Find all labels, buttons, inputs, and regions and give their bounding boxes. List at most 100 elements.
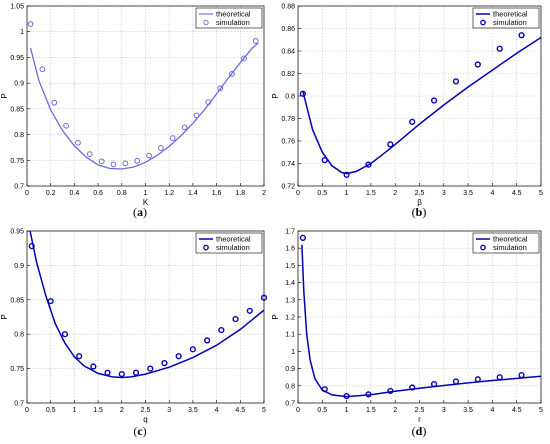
data-point-simulation bbox=[387, 141, 394, 148]
data-point-simulation bbox=[204, 337, 211, 344]
x-axis-label: q bbox=[143, 415, 147, 424]
x-tick-label: 1.8 bbox=[235, 190, 245, 197]
x-tick-label: 1.5 bbox=[366, 190, 376, 197]
data-point-simulation bbox=[146, 152, 152, 159]
data-point-simulation bbox=[246, 307, 253, 314]
chart-panel-3: 0 0.5 1 1.5 2 2.5 3 3.5 4 4.5 5 0.7 0.75 0.8 0.85 0.9 0.… bbox=[0, 229, 268, 438]
data-point-simulation bbox=[161, 359, 168, 367]
x-tick-label: 1.5 bbox=[93, 407, 103, 414]
data-point-simulation bbox=[430, 380, 438, 388]
data-point-simulation bbox=[134, 157, 141, 164]
data-point-simulation bbox=[252, 38, 259, 44]
x-tick-label: 0.8 bbox=[117, 190, 127, 197]
legend-marker-swatch bbox=[203, 244, 209, 251]
x-tick-label: 3.5 bbox=[463, 190, 473, 197]
axes-frame bbox=[297, 230, 542, 404]
x-tick-label: 4 bbox=[490, 407, 494, 414]
data-point-simulation bbox=[365, 161, 372, 168]
data-point-simulation bbox=[365, 391, 372, 398]
data-point-simulation bbox=[474, 376, 481, 383]
x-tick-label: 1.5 bbox=[366, 407, 376, 414]
x-tick-label: 0.5 bbox=[317, 407, 327, 414]
data-point-simulation bbox=[205, 99, 212, 106]
x-tick-label: 2 bbox=[393, 407, 397, 414]
y-tick-label: 0.84 bbox=[281, 49, 295, 56]
data-point-simulation bbox=[76, 353, 83, 360]
y-tick-label: 0.74 bbox=[281, 161, 295, 168]
data-point-simulation bbox=[175, 353, 182, 360]
data-point-simulation bbox=[27, 21, 34, 27]
data-point-simulation bbox=[90, 363, 97, 370]
data-point-simulation bbox=[104, 369, 111, 376]
legend-label-theoretical: theoretical bbox=[493, 10, 528, 19]
data-point-simulation bbox=[39, 66, 46, 73]
data-point-simulation bbox=[189, 346, 197, 353]
x-axis-label: β bbox=[417, 198, 422, 207]
y-tick-label: 0.85 bbox=[10, 106, 24, 113]
y-tick-label: 0.9 bbox=[285, 366, 295, 373]
y-tick-label: 0.7 bbox=[14, 401, 24, 408]
x-tick-label: 2 bbox=[120, 407, 124, 414]
data-point-simulation bbox=[218, 326, 225, 334]
y-tick-label: 0.75 bbox=[10, 158, 24, 165]
chart-panel-2: 0 0.5 1 1.5 2 2.5 3 3.5 4 4.5 5 0.72 0.74 0.76 0.78 0.8… bbox=[271, 4, 543, 220]
y-tick-label: 0.95 bbox=[10, 229, 24, 236]
chart-panel-1: 0 0.2 0.4 0.6 0.8 1 1.2 1.4 1.6 1.8 2 0.7 0.75 0.8 0.8… bbox=[0, 4, 266, 220]
y-axis-label: P bbox=[271, 93, 280, 98]
x-tick-label: 1.4 bbox=[188, 190, 198, 197]
x-tick-label: 3 bbox=[442, 407, 446, 414]
data-point-simulation bbox=[299, 234, 306, 241]
data-point-simulation bbox=[518, 372, 525, 379]
data-point-simulation bbox=[147, 365, 154, 372]
x-tick-label: 3 bbox=[167, 407, 171, 414]
x-tick-label: 3 bbox=[442, 190, 446, 197]
data-point-simulation bbox=[75, 139, 81, 146]
legend-box bbox=[472, 7, 540, 29]
data-point-simulation bbox=[132, 369, 140, 376]
x-tick-label: 4 bbox=[490, 190, 494, 197]
data-point-simulation bbox=[158, 145, 164, 151]
y-tick-label: 0.95 bbox=[10, 55, 24, 62]
data-point-simulation bbox=[452, 378, 460, 385]
panel-caption: (b) bbox=[412, 205, 427, 219]
y-tick-label: 0.9 bbox=[14, 81, 24, 88]
panel-caption: (c) bbox=[133, 424, 146, 438]
data-point-simulation bbox=[518, 32, 525, 39]
x-tick-label: 5 bbox=[539, 190, 543, 197]
data-point-simulation bbox=[122, 160, 129, 167]
x-tick-label: 2.5 bbox=[141, 407, 151, 414]
x-tick-label: 2.5 bbox=[415, 407, 425, 414]
axes-frame bbox=[297, 5, 542, 187]
legend-label-simulation: simulation bbox=[493, 18, 527, 27]
y-tick-label: 1.3 bbox=[285, 297, 295, 304]
data-point-simulation bbox=[343, 393, 350, 400]
y-tick-label: 1 bbox=[20, 29, 24, 36]
y-tick-label: 1.4 bbox=[285, 280, 295, 287]
data-point-simulation bbox=[240, 55, 247, 62]
legend-label-simulation: simulation bbox=[216, 18, 250, 27]
data-point-simulation bbox=[299, 90, 306, 97]
legend-label-theoretical: theoretical bbox=[216, 235, 251, 244]
chart-panel-4: 0 0.5 1 1.5 2 2.5 3 3.5 4 4.5 5 0.7 0.8 0.9 1 1.1 1.2 1.3… bbox=[271, 229, 543, 439]
x-tick-label: 1 bbox=[144, 190, 148, 197]
data-point-simulation bbox=[387, 387, 394, 395]
x-tick-label: 0.6 bbox=[93, 190, 103, 197]
data-point-simulation bbox=[430, 97, 438, 104]
x-tick-label: 2 bbox=[262, 190, 266, 197]
y-tick-label: 0.9 bbox=[14, 263, 24, 270]
y-tick-label: 0.7 bbox=[14, 184, 24, 191]
data-point-simulation bbox=[61, 331, 69, 338]
y-axis-label: P bbox=[0, 93, 9, 98]
y-tick-label: 1.6 bbox=[285, 246, 295, 253]
y-axis-label: P bbox=[0, 314, 9, 319]
legend-label-simulation: simulation bbox=[216, 243, 250, 252]
x-tick-label: 4.5 bbox=[235, 407, 245, 414]
x-tick-label: 0.4 bbox=[70, 190, 80, 197]
x-tick-label: 1 bbox=[345, 190, 349, 197]
data-point-simulation bbox=[63, 122, 70, 129]
data-point-simulation bbox=[232, 315, 239, 323]
y-tick-label: 0.85 bbox=[10, 297, 24, 304]
